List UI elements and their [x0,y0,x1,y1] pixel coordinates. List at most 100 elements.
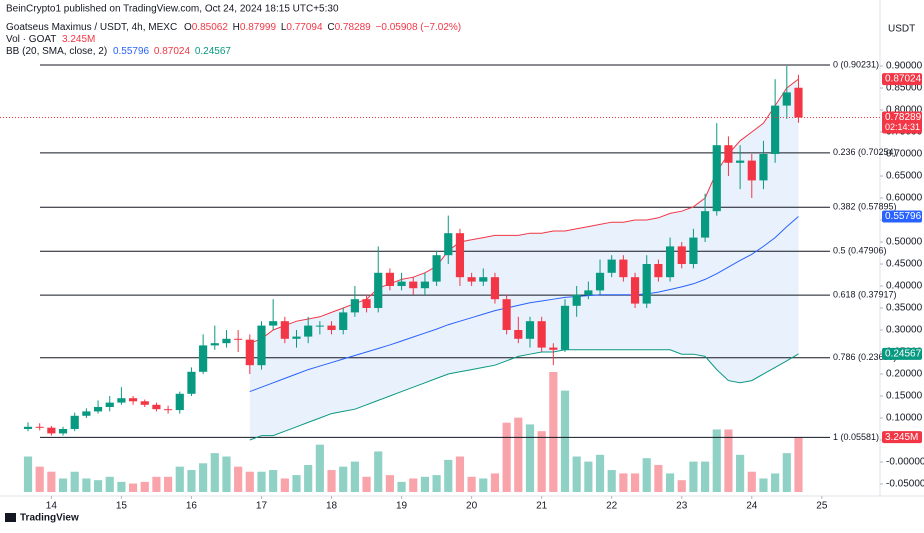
y-tick-label: 0.30000 [886,325,923,336]
bb-legend: BB (20, SMA, close, 2) 0.55796 0.87024 0… [6,46,231,57]
candle-body [782,92,791,106]
volume-legend: Vol · GOAT 3.245M [6,34,95,45]
volume-bar [339,466,348,492]
volume-bar [280,478,289,492]
bb-lower-tag-box [882,347,922,360]
bb-line [249,78,799,344]
candle-body [654,263,663,278]
last-price-tag-box [882,111,922,134]
candle-body [257,325,266,366]
fib-label: 0.382 (0.57895) [833,202,897,212]
bb-line [249,216,799,393]
ohlc-value: 0.78289 [335,22,372,33]
candle-body [677,246,686,264]
volume-bar [595,454,605,492]
fib-label: 0.5 (0.47906) [833,246,887,256]
bb-value: 0.55796 [113,46,150,57]
volume-bar [455,456,465,492]
candle-body [327,325,336,330]
volume-bar [105,476,114,492]
bb-upper-tag: 0.87024 [885,74,922,85]
volume-bar [607,470,616,492]
ohlc-value: 0.87999 [240,22,277,33]
volume-bar [677,480,686,492]
candle-body [642,263,651,304]
candle-body [58,428,68,434]
candle-body [420,281,430,289]
candle-body [490,277,500,300]
y-tick-label: 0.40000 [886,281,923,292]
candle-body [47,427,56,434]
candle-body [175,393,184,411]
volume-bar [93,480,103,492]
candle-body [724,145,733,163]
volume-bar [444,459,453,492]
volume-bar [362,476,371,492]
candle-body [234,338,243,340]
logo-icon [5,513,16,522]
volume-bar [771,473,780,492]
candle-body [105,402,114,407]
candle-body [665,246,675,278]
x-tick-label: 19 [396,501,408,512]
volume-bar [292,475,301,492]
volume-bar [654,464,663,492]
candle-body [432,255,441,282]
fib-label: 0.786 (0.23696) [833,352,897,362]
bb-lower-tag: 0.24567 [885,349,922,360]
volume-bar [35,466,44,492]
y-tick-label: 0.70000 [886,149,923,160]
x-tick-label: 21 [536,501,548,512]
y-tick-label: 0.35000 [886,303,923,314]
candle-body [514,329,523,339]
volume-bar [467,476,476,492]
volume-bar [549,372,558,492]
candle-body [199,345,208,372]
volume-tag: 3.245M [885,432,918,443]
candle-body [537,321,546,348]
volume-bar [187,470,196,492]
candle-body [736,160,745,163]
volume-name: Vol · GOAT [6,34,56,45]
candle-body [549,347,558,350]
candle-body [572,294,581,306]
y-tick-label: 0.20000 [886,369,923,380]
change: −0.05908 (−7.02%) [376,22,462,33]
symbol-title: Goatseus Maximus / USDT, 4h, MEXC [6,22,177,33]
candle-body [385,272,394,286]
x-tick-label: 16 [186,501,198,512]
candle-body [409,281,418,289]
candle-body [630,277,640,304]
candle-body [280,321,289,339]
volume-bar [712,429,721,492]
volume-bar [630,473,640,492]
volume-bar [164,476,173,492]
candle-body [140,401,149,405]
candle-body [712,145,721,212]
volume-bar [432,475,441,492]
x-tick-label: 14 [46,501,58,512]
candle-body [164,409,173,411]
volume-bar [269,470,278,492]
volume-bar [58,478,68,492]
volume-bar [665,473,675,492]
y-tick-label: 0.65000 [886,171,923,182]
candle-body [245,339,254,366]
fib-label: 1 (0.05581) [833,432,879,442]
candle-body [292,336,301,339]
volume-bar [210,453,219,492]
bb-line [249,349,799,441]
volume-bar [47,471,56,492]
candle-body [759,153,768,181]
y-tick-label: -0.00000 [886,457,924,468]
y-tick-label: 0.10000 [886,413,923,424]
candle-body [747,160,756,181]
bb-basis-tag-box [882,210,922,223]
x-tick-label: 18 [326,501,338,512]
candle-body [35,426,44,428]
volume-bar [257,471,266,492]
candle-body [70,415,79,429]
volume-value: 3.245M [62,34,95,45]
volume-bar [175,466,184,492]
